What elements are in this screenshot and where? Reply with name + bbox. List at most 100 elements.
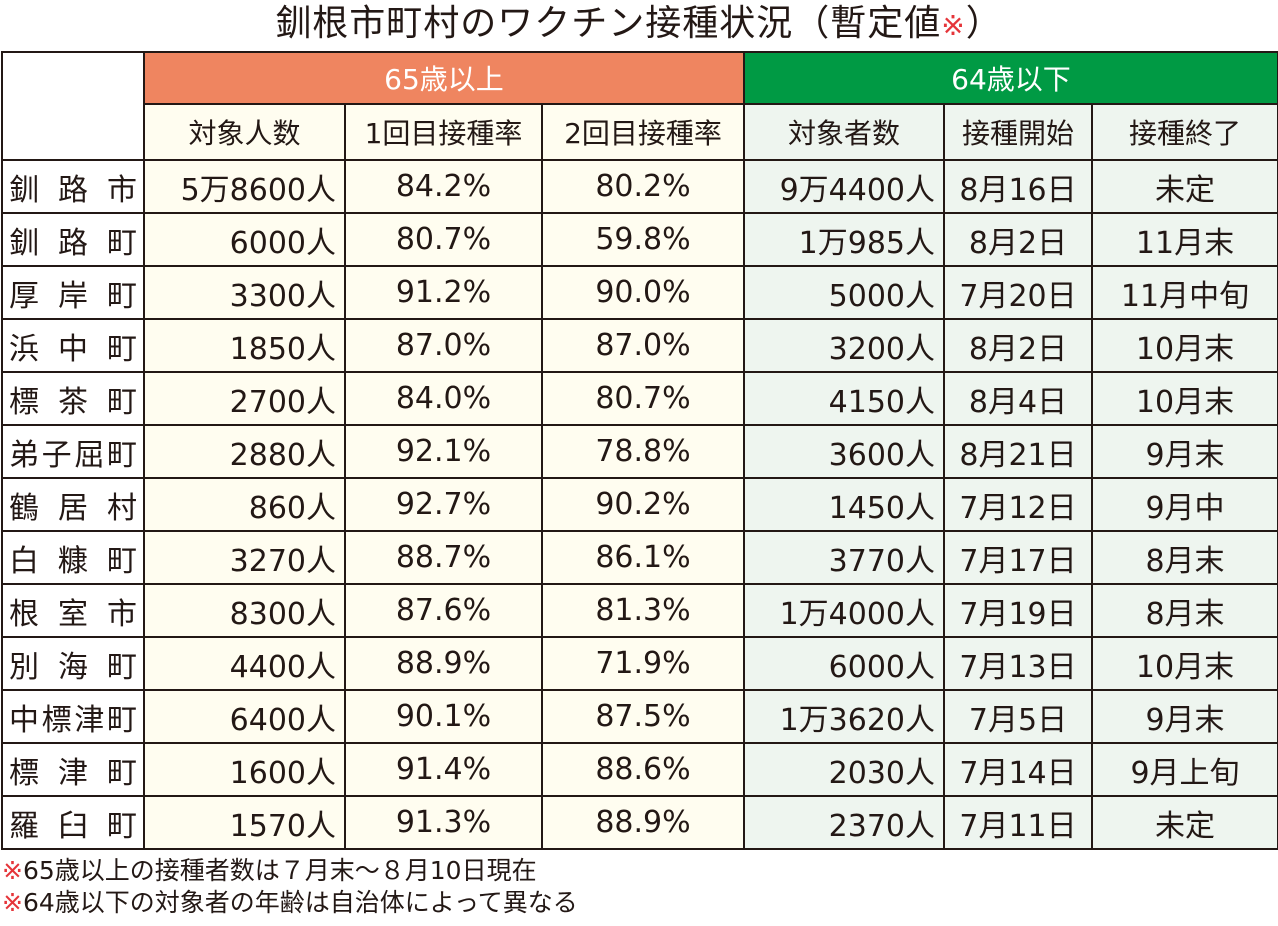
- start-date-cell: 8月21日: [943, 424, 1093, 479]
- footnote-text: 64歳以下の対象者の年齢は自治体によって異なる: [22, 888, 578, 917]
- table-row: 標茶町 2700人 84.0% 80.7% 4150人 8月4日 10月末: [1, 371, 1278, 426]
- end-date-cell: 11月末: [1091, 212, 1278, 267]
- first-rate-cell: 84.0%: [344, 371, 543, 426]
- municipality-name: 弟子屈町: [1, 424, 145, 479]
- start-date-cell: 7月13日: [943, 636, 1093, 691]
- end-date-cell: 9月上旬: [1091, 742, 1278, 797]
- end-date-cell: 9月末: [1091, 424, 1278, 479]
- page-title: 釧根市町村のワクチン接種状況（暫定値※）: [0, 0, 1278, 48]
- start-date-cell: 7月5日: [943, 689, 1093, 744]
- end-date-cell: 8月末: [1091, 530, 1278, 585]
- table-row: 中標津町 6400人 90.1% 87.5% 1万3620人 7月5日 9月末: [1, 689, 1278, 744]
- table-row: 白糠町 3270人 88.7% 86.1% 3770人 7月17日 8月末: [1, 530, 1278, 585]
- first-rate-cell: 88.7%: [344, 530, 543, 585]
- start-date-cell: 8月16日: [943, 159, 1093, 214]
- first-rate-cell: 91.2%: [344, 265, 543, 320]
- municipality-name: 中標津町: [1, 689, 145, 744]
- footnotes: ※65歳以上の接種者数は７月末～８月10日現在 ※64歳以下の対象者の年齢は自治…: [2, 855, 578, 919]
- second-rate-cell: 80.7%: [541, 371, 745, 426]
- first-rate-cell: 80.7%: [344, 212, 543, 267]
- second-rate-cell: 87.0%: [541, 318, 745, 373]
- old-target-cell: 4400人: [143, 636, 346, 691]
- note-mark-icon: ※: [2, 856, 23, 885]
- start-date-cell: 8月2日: [943, 212, 1093, 267]
- second-rate-cell: 88.9%: [541, 795, 745, 850]
- second-rate-cell: 88.6%: [541, 742, 745, 797]
- old-target-cell: 1570人: [143, 795, 346, 850]
- first-rate-cell: 91.4%: [344, 742, 543, 797]
- young-target-cell: 4150人: [743, 371, 945, 426]
- municipality-name: 釧路町: [1, 212, 145, 267]
- municipality-name: 根室市: [1, 583, 145, 638]
- old-target-cell: 8300人: [143, 583, 346, 638]
- col-header-end: 接種終了: [1091, 103, 1278, 161]
- first-rate-cell: 92.7%: [344, 477, 543, 532]
- col-header-first-rate: 1回目接種率: [344, 103, 543, 161]
- title-text: 釧根市町村のワクチン接種状況（暫定値: [275, 3, 942, 44]
- young-target-cell: 1万4000人: [743, 583, 945, 638]
- municipality-name: 標津町: [1, 742, 145, 797]
- second-rate-cell: 81.3%: [541, 583, 745, 638]
- second-rate-cell: 90.0%: [541, 265, 745, 320]
- start-date-cell: 8月4日: [943, 371, 1093, 426]
- start-date-cell: 7月11日: [943, 795, 1093, 850]
- corner-cell: [1, 51, 145, 161]
- old-target-cell: 5万8600人: [143, 159, 346, 214]
- end-date-cell: 未定: [1091, 159, 1278, 214]
- start-date-cell: 8月2日: [943, 318, 1093, 373]
- second-rate-cell: 71.9%: [541, 636, 745, 691]
- second-rate-cell: 90.2%: [541, 477, 745, 532]
- first-rate-cell: 90.1%: [344, 689, 543, 744]
- municipality-name: 鶴居村: [1, 477, 145, 532]
- municipality-name: 別海町: [1, 636, 145, 691]
- first-rate-cell: 84.2%: [344, 159, 543, 214]
- first-rate-cell: 87.0%: [344, 318, 543, 373]
- end-date-cell: 10月末: [1091, 636, 1278, 691]
- municipality-name: 白糠町: [1, 530, 145, 585]
- col-header-old-target: 対象人数: [143, 103, 346, 161]
- end-date-cell: 8月末: [1091, 583, 1278, 638]
- young-target-cell: 2370人: [743, 795, 945, 850]
- old-target-cell: 6400人: [143, 689, 346, 744]
- young-target-cell: 9万4400人: [743, 159, 945, 214]
- old-target-cell: 1600人: [143, 742, 346, 797]
- footnote: ※64歳以下の対象者の年齢は自治体によって異なる: [2, 887, 578, 919]
- first-rate-cell: 91.3%: [344, 795, 543, 850]
- start-date-cell: 7月12日: [943, 477, 1093, 532]
- second-rate-cell: 87.5%: [541, 689, 745, 744]
- title-close: ）: [965, 3, 1003, 44]
- young-target-cell: 1万985人: [743, 212, 945, 267]
- group-header-64-under: 64歳以下: [743, 51, 1278, 105]
- end-date-cell: 11月中旬: [1091, 265, 1278, 320]
- table-row: 厚岸町 3300人 91.2% 90.0% 5000人 7月20日 11月中旬: [1, 265, 1278, 320]
- young-target-cell: 3770人: [743, 530, 945, 585]
- second-rate-cell: 80.2%: [541, 159, 745, 214]
- municipality-name: 浜中町: [1, 318, 145, 373]
- second-rate-cell: 59.8%: [541, 212, 745, 267]
- young-target-cell: 3200人: [743, 318, 945, 373]
- start-date-cell: 7月17日: [943, 530, 1093, 585]
- table-row: 釧路市 5万8600人 84.2% 80.2% 9万4400人 8月16日 未定: [1, 159, 1278, 214]
- old-target-cell: 3270人: [143, 530, 346, 585]
- col-header-start: 接種開始: [943, 103, 1093, 161]
- second-rate-cell: 78.8%: [541, 424, 745, 479]
- table-row: 羅臼町 1570人 91.3% 88.9% 2370人 7月11日 未定: [1, 795, 1278, 850]
- first-rate-cell: 92.1%: [344, 424, 543, 479]
- footnote: ※65歳以上の接種者数は７月末～８月10日現在: [2, 855, 578, 887]
- footnote-text: 65歳以上の接種者数は７月末～８月10日現在: [22, 856, 537, 885]
- end-date-cell: 10月末: [1091, 318, 1278, 373]
- municipality-name: 標茶町: [1, 371, 145, 426]
- old-target-cell: 860人: [143, 477, 346, 532]
- municipality-name: 釧路市: [1, 159, 145, 214]
- table-row: 浜中町 1850人 87.0% 87.0% 3200人 8月2日 10月末: [1, 318, 1278, 373]
- young-target-cell: 1450人: [743, 477, 945, 532]
- vaccination-table: 65歳以上 64歳以下 対象人数 1回目接種率 2回目接種率 対象者数 接種開始…: [1, 51, 1278, 850]
- municipality-name: 羅臼町: [1, 795, 145, 850]
- end-date-cell: 9月中: [1091, 477, 1278, 532]
- old-target-cell: 6000人: [143, 212, 346, 267]
- end-date-cell: 10月末: [1091, 371, 1278, 426]
- table-row: 標津町 1600人 91.4% 88.6% 2030人 7月14日 9月上旬: [1, 742, 1278, 797]
- old-target-cell: 3300人: [143, 265, 346, 320]
- table-row: 弟子屈町 2880人 92.1% 78.8% 3600人 8月21日 9月末: [1, 424, 1278, 479]
- first-rate-cell: 88.9%: [344, 636, 543, 691]
